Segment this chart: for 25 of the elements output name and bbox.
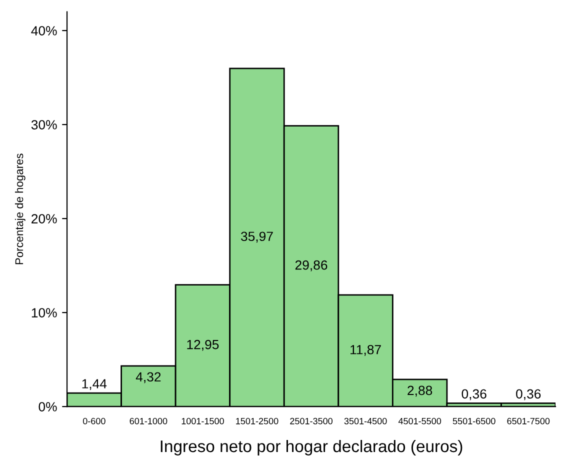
y-tick-label: 0% [38, 402, 57, 412]
data-label: 4,32 [136, 372, 161, 384]
data-label: 1,44 [82, 379, 107, 390]
data-label: 0,36 [462, 389, 486, 400]
data-label: 11,87 [350, 344, 381, 356]
x-tick-label: 601-1000 [130, 418, 168, 424]
data-label: 35,97 [240, 232, 273, 243]
data-label: 29,86 [295, 260, 328, 272]
y-tick-label: 30% [31, 120, 57, 130]
x-tick-label: 1001-1500 [182, 418, 224, 424]
x-tick-label: 0-600 [82, 418, 106, 424]
x-tick-label: 6501-7500 [507, 418, 550, 424]
x-tick-label: 2501-3500 [290, 418, 332, 424]
x-tick-label: 3501-4500 [344, 418, 387, 424]
y-tick-label: 40% [31, 26, 57, 36]
data-label: 0,36 [516, 389, 541, 400]
y-tick-label: 10% [32, 308, 57, 318]
y-tick-label: 20% [32, 214, 57, 224]
x-tick-label: 1501-2500 [236, 418, 278, 424]
x-tick-label: 5501-6500 [452, 418, 496, 424]
x-tick-label: 4501-5500 [398, 418, 442, 424]
data-label: 12,95 [187, 340, 219, 351]
y-axis-title: Porcentaje de hogares [14, 154, 26, 264]
data-label: 2,88 [408, 386, 432, 397]
x-axis-title: Ingreso neto por hogar declarado (euros) [160, 440, 462, 456]
